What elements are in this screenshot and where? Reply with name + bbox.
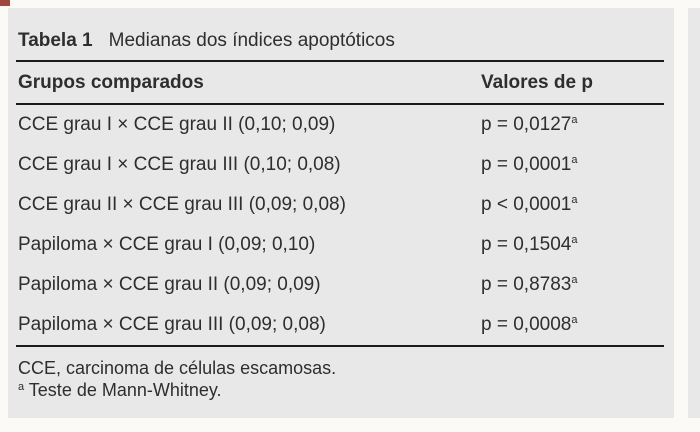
footnote-marker: a bbox=[571, 154, 578, 166]
bottom-rule bbox=[16, 345, 664, 347]
footnote-marker: a bbox=[571, 114, 578, 126]
table-row: CCE grau I × CCE grau III (0,10; 0,08) p… bbox=[16, 145, 664, 185]
column-header-groups: Grupos comparados bbox=[18, 71, 204, 93]
footnote-text: Teste de Mann-Whitney. bbox=[24, 380, 222, 400]
table-row: Papiloma × CCE grau III (0,09; 0,08) p =… bbox=[16, 305, 664, 345]
table-row: CCE grau I × CCE grau II (0,10; 0,09) p … bbox=[16, 105, 664, 145]
pvalue-cell: p = 0,0008a bbox=[481, 314, 664, 336]
header-rule bbox=[16, 103, 664, 105]
pvalue-text: p < 0,0001 bbox=[481, 194, 572, 215]
pvalue-cell: p = 0,8783a bbox=[481, 274, 664, 296]
footnote-text: CCE, carcinoma de células escamosas. bbox=[18, 358, 337, 378]
page-corner-red-mark bbox=[0, 0, 10, 6]
adjacent-column-edge bbox=[688, 8, 700, 418]
footnote-test: a Teste de Mann-Whitney. bbox=[18, 379, 664, 401]
group-cell: Papiloma × CCE grau III (0,09; 0,08) bbox=[18, 314, 326, 335]
table-title: Tabela 1 Medianas dos índices apoptóticos bbox=[16, 30, 664, 52]
table-body: CCE grau I × CCE grau II (0,10; 0,09) p … bbox=[16, 105, 664, 345]
pvalue-text: p = 0,1504 bbox=[481, 234, 572, 255]
footnote-abbreviation: CCE, carcinoma de células escamosas. bbox=[18, 357, 664, 379]
pvalue-cell: p = 0,0001a bbox=[481, 154, 664, 176]
table-footnotes: CCE, carcinoma de células escamosas. a T… bbox=[16, 357, 664, 401]
table-row: Papiloma × CCE grau II (0,09; 0,09) p = … bbox=[16, 265, 664, 305]
pvalue-text: p = 0,0008 bbox=[481, 314, 572, 335]
pvalue-text: p = 0,0127 bbox=[481, 114, 572, 135]
footnote-marker: a bbox=[571, 274, 578, 286]
pvalue-text: p = 0,0001 bbox=[481, 154, 572, 175]
pvalue-cell: p = 0,0127a bbox=[481, 114, 664, 136]
footnote-marker: a bbox=[18, 381, 25, 393]
footnote-marker: a bbox=[571, 314, 578, 326]
group-cell: CCE grau I × CCE grau II (0,10; 0,09) bbox=[18, 114, 336, 135]
top-rule bbox=[16, 60, 664, 62]
table-row: CCE grau II × CCE grau III (0,09; 0,08) … bbox=[16, 185, 664, 225]
group-cell: CCE grau II × CCE grau III (0,09; 0,08) bbox=[18, 194, 346, 215]
table-caption: Medianas dos índices apoptóticos bbox=[108, 30, 395, 51]
group-cell: Papiloma × CCE grau II (0,09; 0,09) bbox=[18, 274, 321, 295]
pvalue-cell: p = 0,1504a bbox=[481, 234, 664, 256]
table-header-row: Grupos comparados Valores de p bbox=[16, 62, 664, 103]
table-number-label: Tabela 1 bbox=[18, 30, 93, 51]
footnote-marker: a bbox=[571, 234, 578, 246]
group-cell: CCE grau I × CCE grau III (0,10; 0,08) bbox=[18, 154, 341, 175]
group-cell: Papiloma × CCE grau I (0,09; 0,10) bbox=[18, 234, 316, 255]
column-header-pvalues: Valores de p bbox=[481, 71, 593, 93]
footnote-marker: a bbox=[571, 194, 578, 206]
pvalue-text: p = 0,8783 bbox=[481, 274, 572, 295]
pvalue-cell: p < 0,0001a bbox=[481, 194, 664, 216]
table-row: Papiloma × CCE grau I (0,09; 0,10) p = 0… bbox=[16, 225, 664, 265]
table-panel: Tabela 1 Medianas dos índices apoptóticos… bbox=[8, 8, 674, 418]
